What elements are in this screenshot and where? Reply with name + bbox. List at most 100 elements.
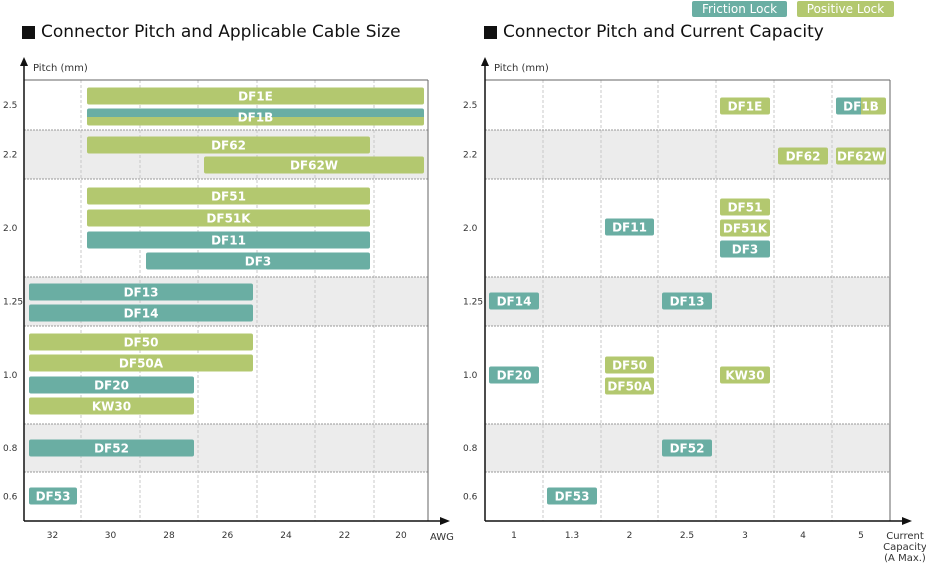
right-x-tick: 2.5 (680, 531, 694, 541)
bar-label: DF3 (245, 255, 272, 269)
right-band (485, 130, 890, 179)
bar-label: DF11 (211, 234, 246, 248)
bar-label: DF51 (728, 201, 763, 215)
bar-label: DF51 (211, 190, 246, 204)
left-y-tick: 1.0 (3, 371, 18, 381)
right-y-tick: 0.8 (463, 444, 478, 454)
bar-df51k (87, 209, 370, 227)
bar-df1e (720, 97, 770, 115)
left-title-text: Connector Pitch and Applicable Cable Siz… (41, 22, 401, 42)
bar-df62 (778, 147, 828, 165)
left-x-tick: 26 (222, 531, 234, 541)
bar-df1b (87, 108, 424, 126)
bar-df50 (29, 333, 253, 351)
right-y-tick: 2.2 (463, 151, 477, 161)
left-y-tick: 2.0 (3, 224, 18, 234)
bar-df3 (720, 240, 770, 258)
bar-df62 (87, 136, 370, 154)
bar-label: KW30 (92, 400, 131, 414)
left-y-tick: 1.25 (3, 298, 23, 308)
left-y-tick: 2.2 (3, 151, 17, 161)
bar-label: KW30 (725, 369, 764, 383)
right-x-tick: 2 (627, 531, 633, 541)
title-square-icon (22, 25, 35, 39)
bar-df1e (87, 87, 424, 105)
left-x-tick: 32 (47, 531, 58, 541)
bar-label: DF50A (119, 357, 164, 371)
left-x-axis-label: AWG (430, 532, 454, 543)
bar-df62w (836, 147, 886, 165)
bar-label: DF53 (555, 490, 590, 504)
bar-df51k (720, 219, 770, 237)
bar-df53 (547, 487, 597, 505)
bar-kw30 (720, 366, 770, 384)
left-y-arrow-icon (20, 57, 28, 66)
bar-label: DF13 (124, 286, 159, 300)
bar-label: DF3 (732, 243, 759, 257)
bar-df62w (204, 156, 424, 174)
bar-df51 (720, 198, 770, 216)
left-x-tick: 24 (280, 531, 292, 541)
left-x-tick: 20 (395, 531, 407, 541)
bar-df20 (489, 366, 539, 384)
bar-label: DF1E (238, 90, 273, 104)
right-x-axis-label: Current Capacity (A Max.) (883, 531, 926, 564)
bar-label: DF62W (290, 159, 338, 173)
bar-df52 (662, 439, 712, 457)
right-y-tick: 2.0 (463, 224, 478, 234)
left-x-tick: 30 (105, 531, 117, 541)
bar-label: DF62 (211, 139, 246, 153)
bar-df53 (29, 487, 77, 505)
bar-label: DF1B (843, 100, 879, 114)
bar-label: DF50 (124, 336, 159, 350)
bar-df13 (662, 292, 712, 310)
right-y-tick: 0.6 (463, 493, 478, 503)
left-x-tick: 28 (163, 531, 175, 541)
left-y-tick: 0.8 (3, 444, 18, 454)
right-x-tick: 4 (800, 531, 806, 541)
bar-label: DF1B (238, 111, 274, 125)
bar-label: DF52 (670, 442, 705, 456)
right-y-arrow-icon (481, 57, 489, 66)
right-chart-title: Connector Pitch and Current Capacity (484, 22, 824, 42)
bar-label: DF13 (670, 295, 705, 309)
left-x-arrow-icon (440, 517, 450, 525)
right-y-tick: 1.0 (463, 371, 478, 381)
bar-df52 (29, 439, 194, 457)
right-x-tick: 5 (858, 531, 864, 541)
bar-label: DF62W (837, 150, 885, 164)
right-title-text: Connector Pitch and Current Capacity (503, 22, 824, 42)
bar-df11 (87, 231, 370, 249)
bar-df50a (29, 354, 253, 372)
bar-label: DF14 (124, 307, 159, 321)
left-x-tick: 22 (339, 531, 350, 541)
bar-label: DF51K (723, 222, 768, 236)
bar-df14 (29, 304, 253, 322)
bar-label: DF20 (497, 369, 532, 383)
bar-kw30 (29, 397, 194, 415)
bar-df20 (29, 376, 194, 394)
right-x-arrow-icon (902, 517, 912, 525)
legend-friction-lock: Friction Lock (692, 1, 787, 17)
bar-label: DF50A (607, 380, 652, 394)
bar-df1b (836, 97, 886, 115)
bar-label: DF1E (728, 100, 763, 114)
right-x-tick: 1 (511, 531, 517, 541)
right-y-tick: 2.5 (463, 101, 477, 111)
title-square-icon (484, 25, 497, 39)
left-y-axis-label: Pitch (mm) (33, 63, 88, 74)
bar-df51 (87, 187, 370, 205)
bar-label: DF52 (94, 442, 129, 456)
bar-df13 (29, 283, 253, 301)
left-y-tick: 2.5 (3, 101, 17, 111)
bar-label: DF11 (612, 221, 647, 235)
bar-df50a (605, 377, 654, 395)
bar-label: DF50 (612, 359, 647, 373)
bar-label: DF20 (94, 379, 129, 393)
legend-positive-lock: Positive Lock (797, 1, 894, 17)
bar-df50 (605, 356, 654, 374)
bar-label: DF51K (206, 212, 251, 226)
bar-df14 (489, 292, 539, 310)
